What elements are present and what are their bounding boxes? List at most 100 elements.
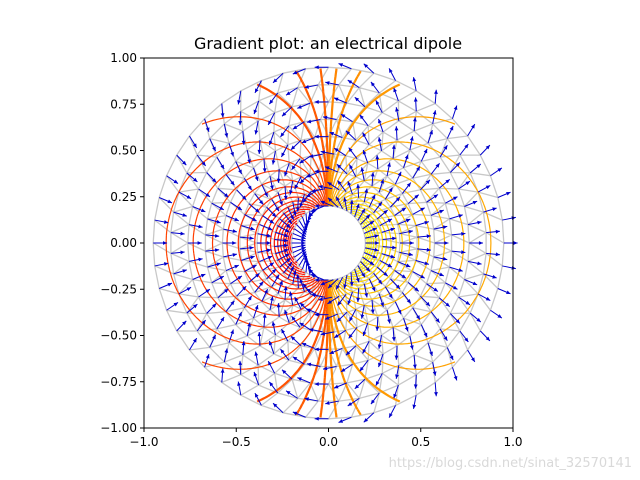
gradient-arrow [268, 131, 275, 146]
arrow-head [266, 248, 272, 253]
gradient-arrow [320, 279, 334, 286]
gradient-arrow [377, 335, 383, 349]
arrow-head [492, 274, 497, 279]
gradient-arrow [189, 135, 198, 149]
arrow-head [281, 369, 287, 374]
arrow-head [343, 197, 347, 202]
arrow-head [219, 206, 224, 210]
gradient-arrow [399, 229, 414, 235]
gradient-arrow [407, 194, 420, 205]
arrow-head [250, 226, 255, 231]
arrow-head [294, 296, 299, 302]
x-tick-label: −0.5 [222, 435, 251, 449]
arrow-head [180, 231, 185, 236]
arrow-head [287, 262, 292, 267]
arrow-head [405, 218, 411, 223]
arrow-head [348, 333, 353, 339]
arrow-head [364, 188, 369, 193]
gradient-arrow [291, 158, 301, 171]
arrow-head [220, 317, 225, 322]
gradient-arrow [382, 236, 397, 241]
arrow-head [362, 331, 367, 336]
arrow-head [220, 368, 225, 373]
arrow-head [212, 334, 216, 340]
arrow-head [301, 251, 307, 256]
gradient-arrow [420, 179, 431, 191]
arrow-head [198, 257, 203, 262]
gradient-arrow [360, 261, 371, 272]
gradient-arrow [329, 131, 343, 138]
gradient-arrow [395, 365, 400, 379]
gradient-arrow [395, 107, 400, 121]
arrow-head [492, 207, 497, 212]
gradient-arrow [320, 200, 334, 207]
arrow-head [280, 349, 285, 354]
gradient-arrow [314, 347, 329, 352]
gradient-arrow [283, 286, 288, 300]
gradient-arrow [299, 194, 306, 208]
arrow-head [354, 97, 360, 102]
arrow-head [349, 164, 353, 169]
arrow-head [370, 172, 375, 177]
arrow-head [439, 272, 444, 277]
gradient-arrow [347, 79, 360, 89]
gradient-arrow [393, 384, 399, 399]
gradient-arrow [467, 123, 476, 137]
arrow-head [237, 206, 242, 211]
gradient-arrow [430, 311, 440, 324]
gradient-arrow [340, 113, 353, 123]
arrow-head [370, 81, 375, 87]
arrow-head [320, 150, 326, 155]
arrow-head [471, 357, 475, 362]
arrow-head [241, 341, 246, 346]
gradient-arrow [225, 173, 235, 186]
arrow-head [347, 300, 352, 305]
gradient-arrow [356, 183, 361, 198]
gradient-arrow [327, 295, 340, 305]
arrow-head [306, 362, 312, 367]
gradient-arrow [267, 112, 276, 126]
arrow-head [409, 241, 414, 245]
arrow-head [281, 329, 286, 334]
arrow-head [340, 368, 346, 372]
gradient-arrow [304, 213, 309, 228]
arrow-head [375, 326, 380, 331]
gradient-arrow [451, 250, 466, 254]
y-tick-label: −1.00 [100, 421, 137, 435]
gradient-arrow [220, 368, 225, 383]
gradient-arrow [271, 274, 280, 287]
arrow-head [375, 381, 380, 386]
gradient-arrow [338, 416, 352, 423]
arrow-head [302, 283, 307, 288]
gradient-arrow [467, 260, 482, 266]
gradient-arrow [314, 278, 329, 282]
arrow-head [162, 241, 168, 245]
arrow-head [309, 328, 314, 332]
arrow-head [409, 136, 414, 141]
arrow-head [445, 302, 450, 307]
gradient-arrow [207, 218, 221, 224]
arrow-head [362, 132, 367, 137]
gradient-arrow [438, 297, 451, 308]
gradient-arrow [391, 144, 396, 159]
gradient-arrow [204, 118, 210, 133]
arrow-head [254, 305, 259, 310]
arrow-head [273, 78, 278, 83]
gradient-arrow [360, 214, 371, 225]
arrow-head [394, 355, 399, 360]
arrow-head [397, 171, 402, 177]
arrow-head [412, 364, 417, 369]
arrow-head [416, 315, 420, 320]
arrow-head [297, 105, 302, 109]
gradient-arrow [370, 299, 375, 314]
gradient-arrow [413, 97, 418, 112]
gradient-arrow [386, 162, 391, 177]
gradient-arrow [243, 177, 252, 191]
gradient-arrow [241, 225, 255, 231]
x-tick-label: 0.0 [319, 435, 338, 449]
gradient-arrow [359, 359, 369, 372]
gradient-arrow [178, 191, 192, 200]
arrow-head [393, 87, 397, 93]
gradient-arrow [243, 295, 252, 309]
arrow-head [413, 384, 418, 389]
